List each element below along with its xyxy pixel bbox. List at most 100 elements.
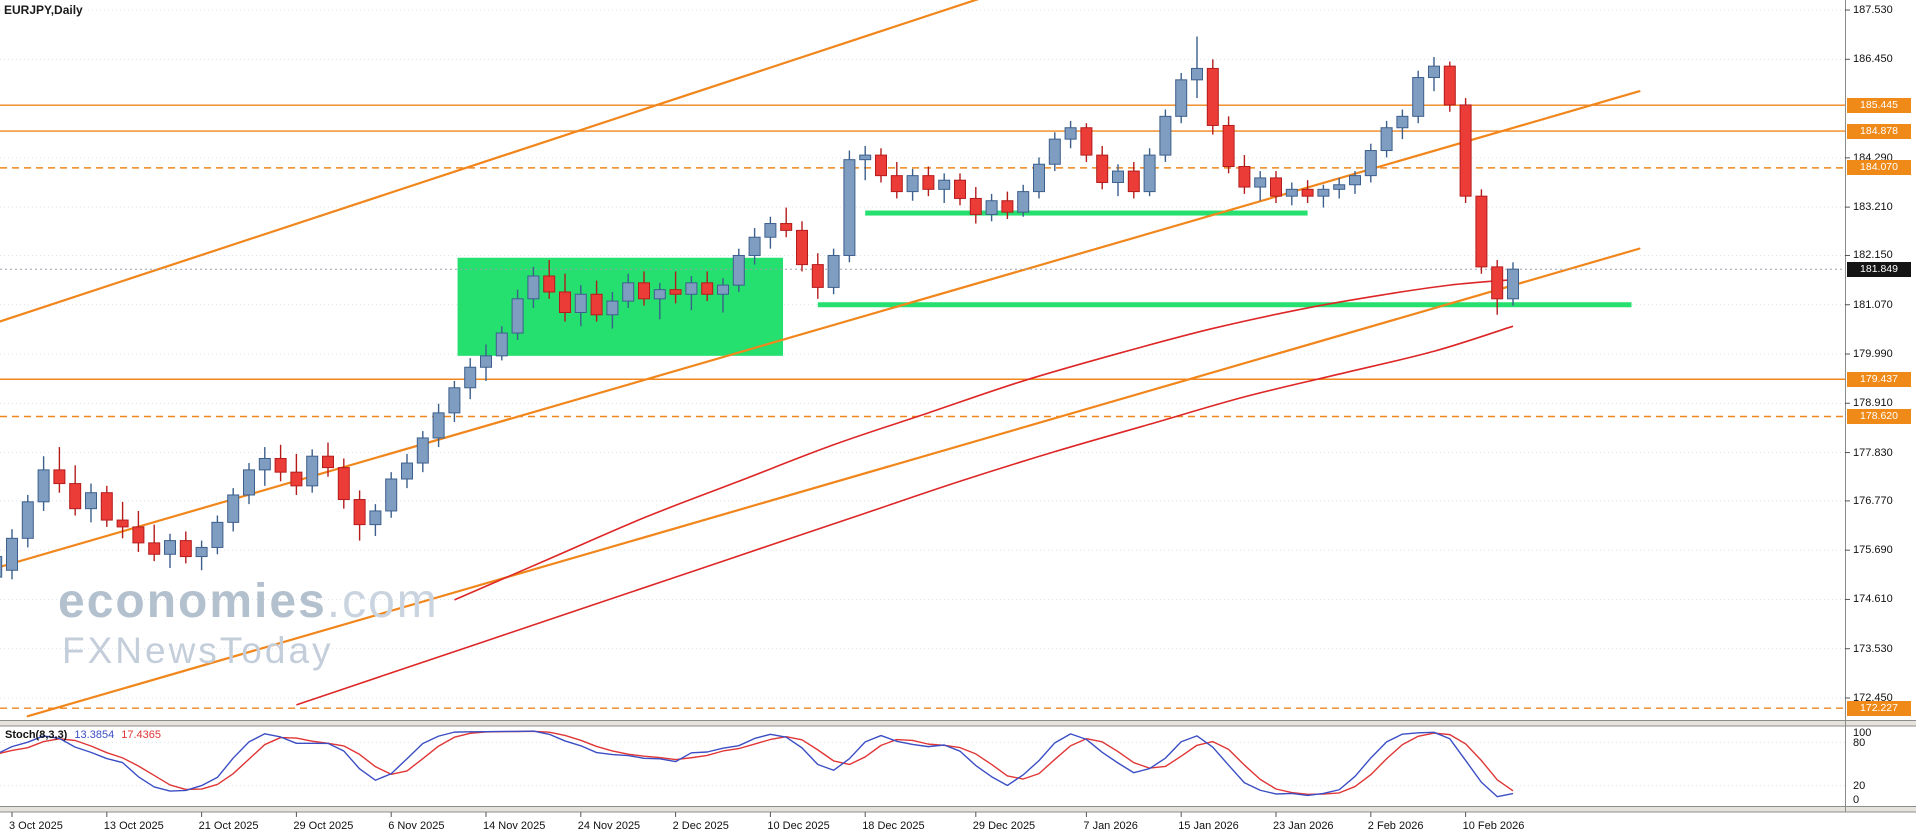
candle-body — [85, 492, 97, 510]
candle-body — [1317, 188, 1330, 197]
candle-body — [1143, 154, 1156, 193]
candle-body — [1017, 191, 1030, 213]
candle-body — [701, 282, 714, 295]
candle-body — [1191, 67, 1203, 81]
candle-body — [827, 254, 840, 288]
candle-body — [954, 179, 966, 199]
candle-body — [559, 291, 571, 313]
candle-body — [179, 540, 192, 558]
trendline — [26, 247, 1641, 718]
candle-body — [1364, 150, 1377, 177]
candle-body — [132, 526, 145, 544]
candle-body — [1349, 175, 1361, 186]
candle-body — [148, 542, 161, 555]
stoch-main-line — [0, 730, 1514, 798]
candle-body — [574, 293, 587, 313]
watermark: economies.com FXNewsToday — [58, 576, 439, 672]
candle-body — [21, 501, 34, 539]
candle-body — [1285, 188, 1298, 197]
candle-body — [480, 355, 492, 368]
candle-body — [1064, 127, 1077, 140]
candle-body — [1206, 67, 1219, 126]
trendline — [0, 0, 980, 323]
candle-body — [796, 229, 808, 266]
candle-body — [1238, 166, 1251, 188]
candle-body — [53, 469, 66, 485]
candle-body — [1254, 177, 1267, 188]
watermark-subbrand: FXNewsToday — [62, 630, 334, 671]
candle-body — [969, 197, 982, 215]
candle-body — [337, 467, 350, 501]
candle-body — [543, 275, 556, 293]
candle-body — [258, 457, 271, 471]
candle-body — [274, 457, 287, 473]
candle-body — [922, 175, 935, 190]
candle-body — [906, 175, 919, 193]
candle-body — [37, 469, 50, 503]
ma-fast-line — [454, 278, 1514, 601]
candle-body — [1333, 184, 1346, 190]
support-resistance-line — [817, 302, 1632, 308]
candle-body — [227, 494, 240, 523]
candle-body — [385, 478, 398, 512]
candle-body — [116, 519, 129, 528]
candle-body — [243, 469, 255, 496]
level-lines — [0, 104, 1845, 709]
candle-body — [211, 521, 224, 548]
panel-separators — [0, 720, 1916, 813]
main-plot-layer — [0, 0, 1845, 718]
watermark-domain: .com — [326, 575, 439, 628]
candle-body — [1175, 79, 1188, 117]
stoch-signal-line — [0, 730, 1514, 795]
candle-body — [590, 293, 603, 316]
candle-body — [1080, 127, 1093, 156]
candle-body — [843, 159, 856, 256]
candle-body — [69, 483, 82, 510]
candle-body — [985, 200, 998, 215]
candle-body — [1443, 65, 1456, 106]
candle-body — [875, 154, 887, 177]
candle-body — [717, 284, 729, 295]
candle-body — [638, 282, 650, 300]
candle-body — [764, 223, 777, 238]
candle-body — [1001, 200, 1014, 213]
candle-body — [1270, 177, 1282, 197]
candle-body — [1127, 170, 1140, 193]
watermark-brand: economies — [58, 575, 327, 628]
candle-body — [1301, 188, 1314, 197]
candle-body — [1112, 170, 1124, 183]
candle-body — [1159, 115, 1172, 156]
candle-body — [0, 556, 3, 578]
candle-body — [353, 499, 366, 526]
candle-body — [1459, 104, 1472, 197]
candle-body — [1096, 154, 1109, 183]
candle-body — [511, 298, 524, 334]
candle-body — [1048, 138, 1061, 165]
candle-body — [1507, 268, 1519, 300]
stoch-indicator-label: Stoch(8,3,3) 13.3854 17.4365 — [5, 729, 161, 741]
candle-body — [1428, 65, 1440, 79]
candle-body — [748, 236, 761, 256]
candle-body — [622, 282, 635, 302]
candle-body — [1412, 77, 1425, 117]
candle-body — [890, 175, 903, 193]
candle-body — [606, 300, 619, 316]
stoch-signal-value: 17.4365 — [121, 729, 162, 741]
candle-body — [164, 540, 176, 555]
candle-body — [195, 546, 208, 558]
candle-body — [1222, 124, 1235, 168]
candle-body — [1396, 115, 1409, 129]
candles-layer — [0, 36, 1519, 580]
candle-body — [1491, 266, 1504, 300]
stochastic-panel — [0, 730, 1845, 798]
trendlines — [0, 0, 1641, 718]
candle-body — [306, 455, 319, 487]
candle-body — [811, 264, 824, 288]
watermark-brand-line: economies.com — [58, 576, 439, 628]
candle-body — [527, 275, 540, 300]
axis-frame — [11, 0, 1850, 817]
stoch-name: Stoch(8,3,3) — [5, 729, 68, 741]
candle-body — [1475, 195, 1488, 268]
